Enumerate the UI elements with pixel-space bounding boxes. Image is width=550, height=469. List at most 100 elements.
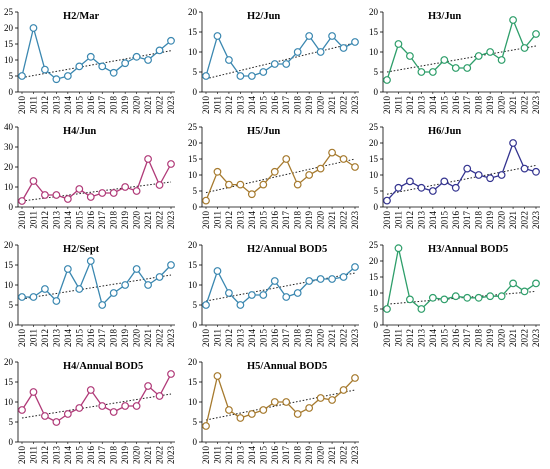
y-tick-label: 0 bbox=[9, 202, 14, 212]
x-tick-label: 2013 bbox=[416, 329, 426, 348]
data-point bbox=[213, 32, 222, 40]
x-tick-label: 2010 bbox=[201, 329, 211, 348]
data-point bbox=[463, 64, 472, 72]
y-tick-label: 0 bbox=[193, 320, 198, 330]
x-tick-label: 2020 bbox=[132, 211, 142, 230]
x-tick-label: 2016 bbox=[270, 329, 280, 348]
panel-title: H4/Jun bbox=[63, 126, 96, 137]
data-point bbox=[520, 44, 529, 52]
data-point bbox=[394, 183, 403, 192]
y-tick-label: 20 bbox=[369, 256, 379, 266]
panel-title: H5/Annual BOD5 bbox=[247, 361, 327, 372]
x-tick-label: 2020 bbox=[316, 446, 326, 465]
x-tick-label: 2010 bbox=[382, 329, 392, 348]
x-tick-label: 2010 bbox=[201, 446, 211, 465]
data-point bbox=[63, 410, 72, 418]
data-point bbox=[247, 410, 256, 418]
data-point bbox=[213, 267, 222, 275]
x-tick-label: 2020 bbox=[497, 95, 507, 114]
data-point bbox=[52, 75, 61, 84]
x-tick-label: 2019 bbox=[120, 211, 130, 230]
data-point bbox=[270, 60, 279, 68]
data-point bbox=[509, 279, 517, 288]
y-tick-label: 25 bbox=[4, 7, 14, 17]
data-point bbox=[520, 287, 529, 296]
data-point bbox=[98, 189, 107, 197]
x-tick-label: 2016 bbox=[86, 446, 96, 465]
panel-title: H3/Jun bbox=[428, 11, 461, 22]
trend-line bbox=[386, 45, 537, 73]
x-tick-label: 2014 bbox=[63, 446, 73, 465]
y-tick-label: 10 bbox=[188, 47, 198, 57]
y-tick-label: 25 bbox=[188, 122, 198, 132]
x-tick-label: 2017 bbox=[462, 211, 472, 230]
y-tick-label: 5 bbox=[193, 67, 198, 77]
y-tick-label: 15 bbox=[369, 154, 379, 164]
x-tick-label: 2020 bbox=[497, 210, 507, 229]
y-tick-label: 10 bbox=[188, 170, 198, 180]
data-point bbox=[63, 265, 72, 273]
data-point bbox=[351, 38, 359, 46]
x-tick-label: 2012 bbox=[40, 329, 50, 347]
chart-panel: 0 5 10 15 20 2010 2011 2012 2013 2014 2015 2016 2017… bbox=[188, 7, 360, 114]
data-point bbox=[29, 24, 38, 32]
x-tick-label: 2022 bbox=[520, 96, 530, 114]
y-tick-label: 0 bbox=[193, 202, 198, 212]
x-tick-label: 2021 bbox=[508, 96, 518, 114]
y-tick-label: 5 bbox=[193, 300, 198, 310]
x-tick-label: 2011 bbox=[393, 329, 403, 347]
data-point bbox=[293, 48, 302, 56]
x-tick-label: 2012 bbox=[40, 211, 50, 229]
data-point bbox=[236, 301, 245, 309]
x-tick-label: 2023 bbox=[350, 446, 360, 465]
y-tick-label: 20 bbox=[188, 357, 198, 367]
panel-title: H6/Jun bbox=[428, 126, 461, 137]
data-point bbox=[225, 56, 233, 64]
data-point bbox=[144, 281, 152, 289]
data-point bbox=[52, 297, 61, 305]
series-line bbox=[205, 266, 356, 306]
data-point bbox=[305, 32, 314, 40]
data-point bbox=[247, 291, 256, 299]
x-tick-label: 2013 bbox=[51, 329, 61, 348]
y-tick-label: 10 bbox=[4, 55, 14, 65]
data-point bbox=[316, 394, 325, 402]
data-point bbox=[109, 289, 118, 297]
panel-title: H2/Sept bbox=[63, 244, 100, 255]
x-tick-label: 2013 bbox=[235, 446, 245, 465]
x-tick-label: 2023 bbox=[166, 446, 176, 465]
y-tick-label: 10 bbox=[188, 397, 198, 407]
data-point bbox=[86, 257, 95, 265]
data-point bbox=[417, 305, 426, 313]
data-point bbox=[109, 68, 118, 77]
x-tick-label: 2022 bbox=[155, 96, 165, 114]
x-tick-label: 2017 bbox=[97, 96, 107, 115]
x-tick-label: 2014 bbox=[428, 329, 438, 348]
data-point bbox=[202, 196, 210, 205]
data-point bbox=[121, 59, 130, 68]
data-point bbox=[259, 68, 268, 76]
data-point bbox=[532, 167, 540, 176]
trend-line bbox=[386, 164, 537, 195]
data-point bbox=[417, 68, 426, 76]
y-tick-label: 20 bbox=[188, 7, 198, 17]
data-point bbox=[474, 171, 483, 179]
x-tick-label: 2023 bbox=[350, 211, 360, 230]
data-point bbox=[497, 171, 506, 179]
data-point bbox=[270, 398, 279, 406]
x-tick-label: 2014 bbox=[247, 96, 257, 115]
x-tick-label: 2022 bbox=[155, 329, 165, 347]
data-point bbox=[339, 273, 348, 281]
data-point bbox=[383, 305, 391, 313]
y-tick-label: 20 bbox=[369, 7, 379, 17]
x-tick-label: 2022 bbox=[339, 96, 349, 114]
data-point bbox=[520, 164, 529, 173]
data-point bbox=[486, 48, 495, 56]
x-tick-label: 2014 bbox=[63, 329, 73, 348]
data-point bbox=[52, 418, 61, 426]
x-tick-label: 2021 bbox=[508, 329, 518, 347]
x-tick-label: 2010 bbox=[382, 211, 392, 230]
data-point bbox=[406, 177, 414, 186]
x-tick-label: 2018 bbox=[109, 96, 119, 115]
